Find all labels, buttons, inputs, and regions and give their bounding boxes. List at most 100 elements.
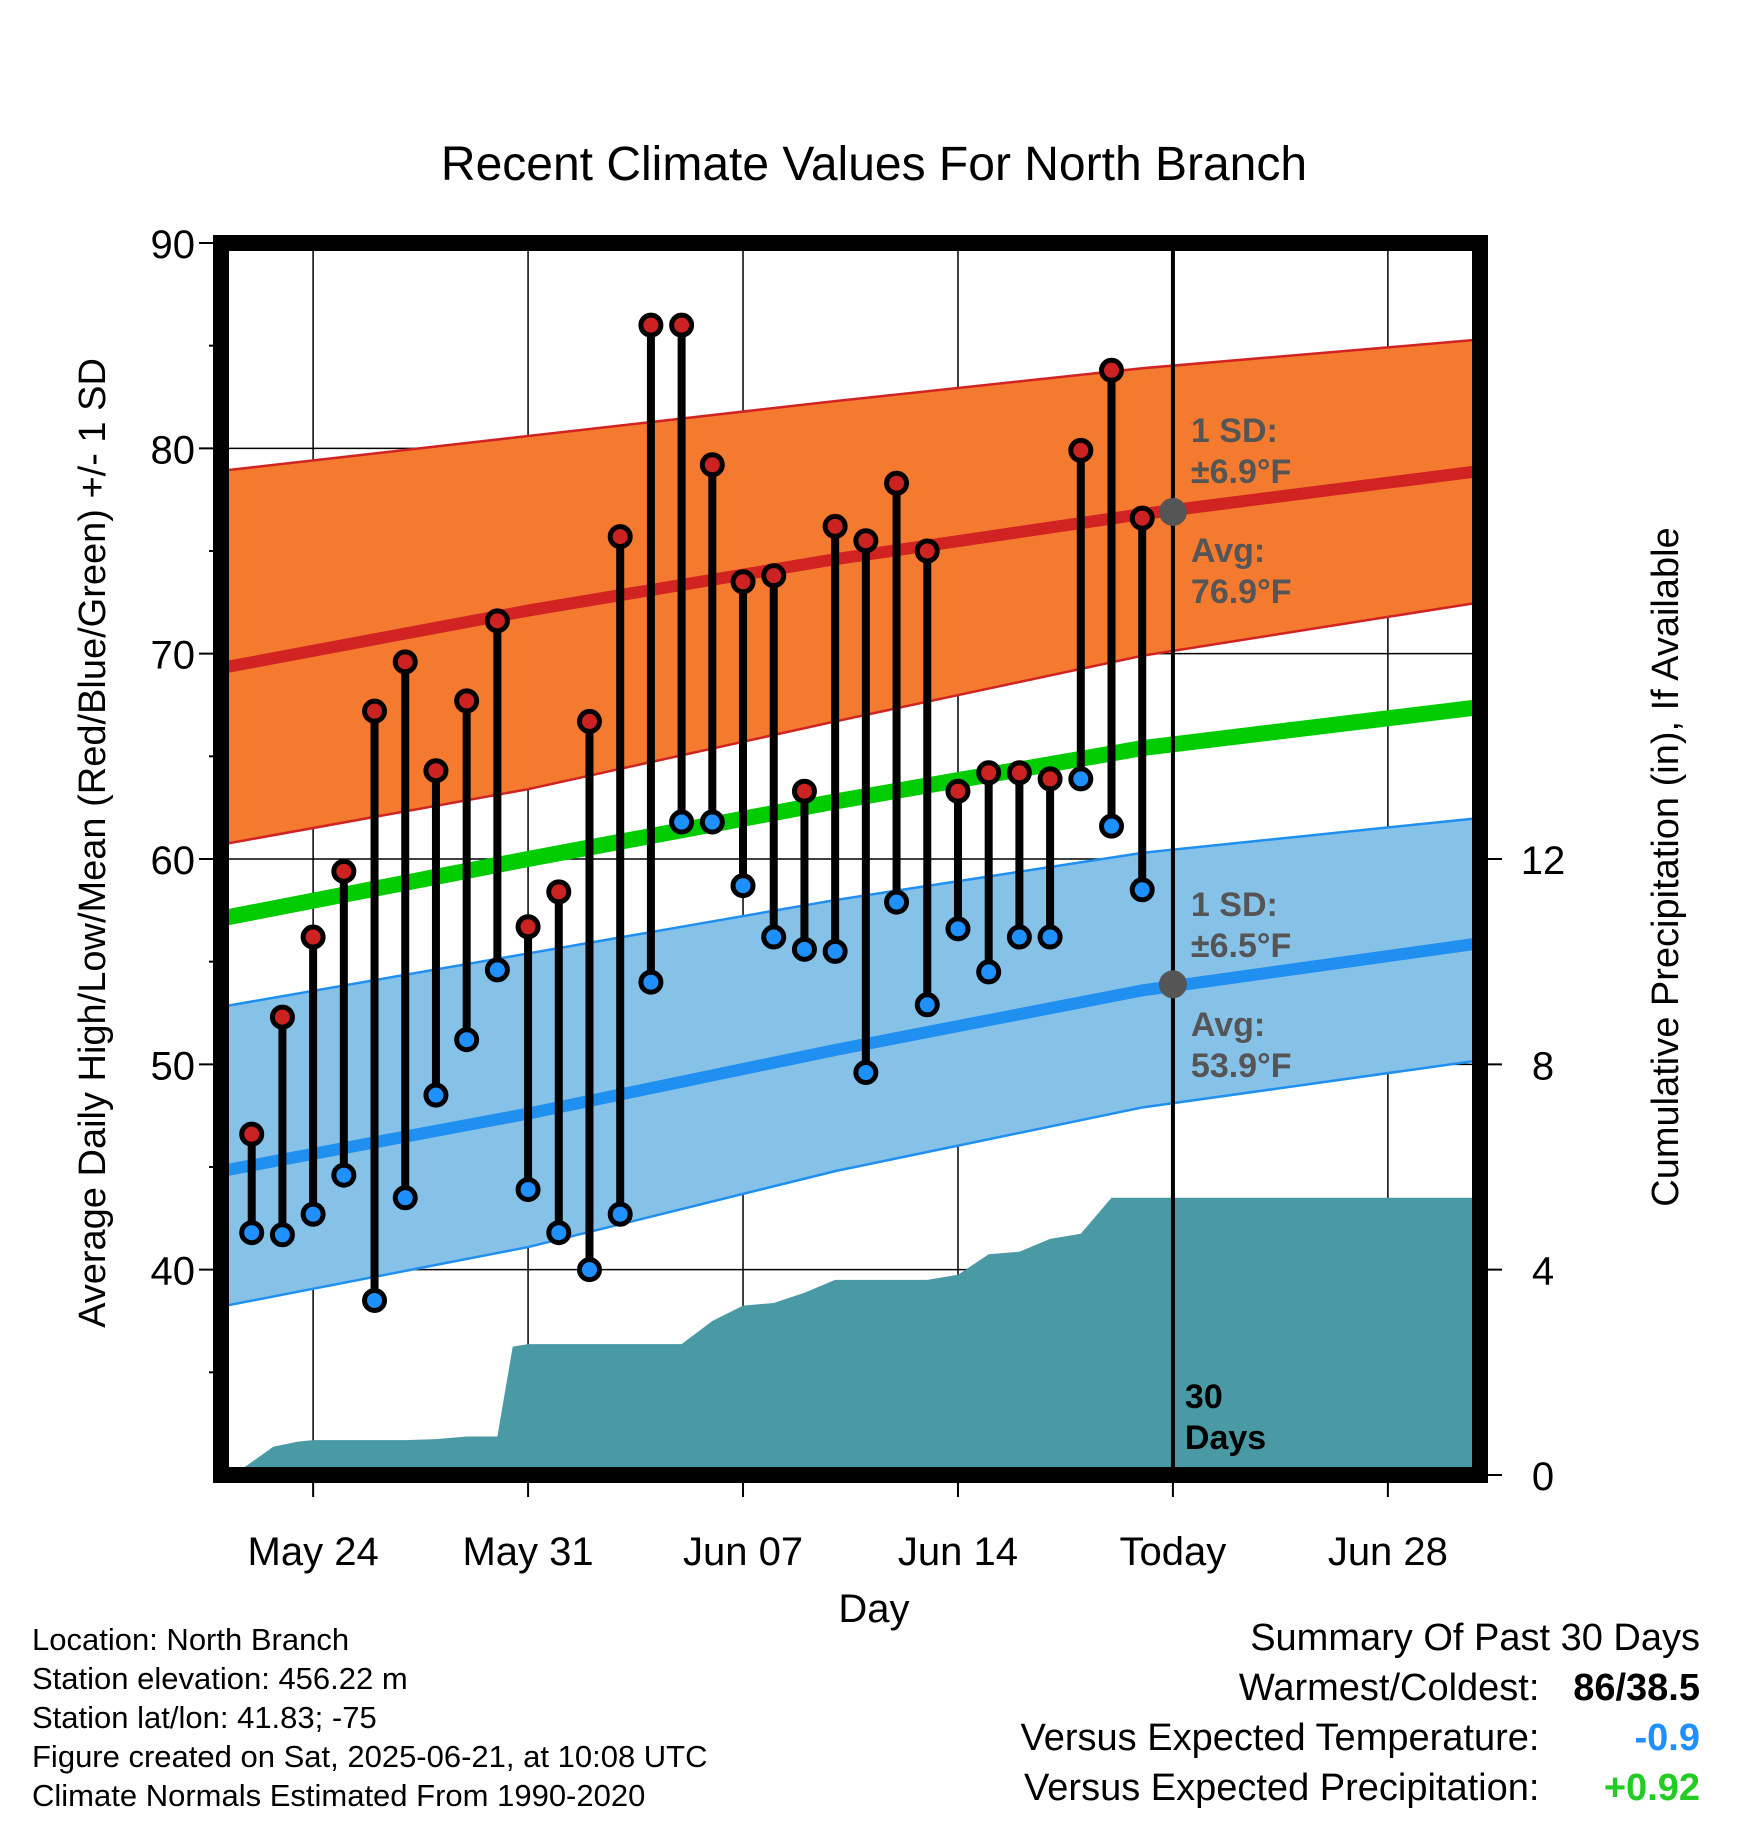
y2-axis-label: Cumulative Precipitation (in), If Availa… (1645, 527, 1687, 1206)
summary-warmest-row: Warmest/Coldest: 86/38.5 (1021, 1663, 1700, 1713)
observed-low-point (822, 938, 848, 964)
observed-low-point (362, 1287, 388, 1313)
high-sd-annotation: 1 SD: ±6.9°F (1191, 412, 1291, 491)
x-tick-label: Today (1120, 1530, 1227, 1574)
precip-diff-label: Versus Expected Precipitation: (1024, 1767, 1540, 1809)
low-sd-lower-line (221, 1058, 1480, 1308)
y-tick-label: 70 (151, 634, 196, 678)
today-avg-low-marker (1158, 970, 1187, 999)
low-avg-annotation: Avg: 53.9°F (1191, 1006, 1292, 1085)
today-avg-high-marker (1158, 497, 1187, 526)
precip-diff-value: +0.92 (1603, 1767, 1700, 1809)
high-avg-annotation: Avg: 76.9°F (1191, 532, 1292, 611)
observed-high-point (1129, 505, 1155, 531)
y-tick-label: 90 (151, 223, 196, 267)
observed-high-point (269, 1004, 295, 1030)
observed-low-point (269, 1222, 295, 1248)
x-tick-label: May 31 (462, 1530, 593, 1574)
observed-low-point (976, 959, 1002, 985)
observed-low-point (300, 1201, 326, 1227)
observed-high-point (638, 312, 664, 338)
observed-low-point (699, 809, 725, 835)
plot-frame (213, 235, 1488, 1483)
observed-high-point (300, 924, 326, 950)
warmest-value: 86/38.5 (1573, 1667, 1700, 1709)
observed-low-point (454, 1027, 480, 1053)
high-sd-upper-line (221, 338, 1480, 473)
observed-high-point (331, 858, 357, 884)
observed-high-point (761, 563, 787, 589)
location-text: Location: North Branch (32, 1622, 350, 1657)
observed-low-point (1068, 766, 1094, 792)
avg-low-line (221, 937, 1480, 1178)
observed-high-point (884, 470, 910, 496)
observed-low-point (1099, 813, 1125, 839)
y-tick-label: 50 (151, 1044, 196, 1088)
summary-precip-row: Versus Expected Precipitation: +0.92 (1021, 1763, 1700, 1813)
observed-high-point (791, 778, 817, 804)
days-annotation: 30 Days (1185, 1378, 1266, 1457)
temp-diff-value: -0.9 (1634, 1717, 1700, 1759)
observed-high-point (730, 569, 756, 595)
observed-low-point (239, 1220, 265, 1246)
observed-low-point (853, 1060, 879, 1086)
summary-panel: Summary Of Past 30 Days Warmest/Coldest:… (1021, 1613, 1700, 1813)
warmest-label: Warmest/Coldest: (1238, 1667, 1540, 1709)
precip-area (233, 1197, 1480, 1475)
observed-low-point (761, 924, 787, 950)
latlon-text: Station lat/lon: 41.83; -75 (32, 1700, 377, 1735)
observed-high-point (515, 914, 541, 940)
observed-high-point (607, 524, 633, 550)
y-tick-label: 40 (151, 1250, 196, 1294)
observed-high-point (853, 528, 879, 554)
elevation-text: Station elevation: 456.22 m (32, 1661, 408, 1696)
summary-temp-row: Versus Expected Temperature: -0.9 (1021, 1713, 1700, 1763)
created-text: Figure created on Sat, 2025-06-21, at 10… (32, 1739, 708, 1774)
x-tick-label: Jun 14 (898, 1530, 1018, 1574)
observed-low-point (1129, 877, 1155, 903)
observed-low-point (607, 1201, 633, 1227)
summary-title: Summary Of Past 30 Days (1250, 1617, 1700, 1659)
observed-high-point (392, 649, 418, 675)
observed-low-point (730, 873, 756, 899)
observed-high-point (669, 312, 695, 338)
observed-high-point (1037, 766, 1063, 792)
observed-high-point (484, 608, 510, 634)
observed-low-point (423, 1082, 449, 1108)
observed-high-point (1099, 357, 1125, 383)
y2-tick-label: 12 (1521, 839, 1566, 883)
observed-low-point (884, 889, 910, 915)
observed-low-point (914, 992, 940, 1018)
observed-low-point (945, 916, 971, 942)
observed-high-point (362, 698, 388, 724)
observed-high-point (576, 708, 602, 734)
low-sd-annotation: 1 SD: ±6.5°F (1191, 886, 1291, 965)
observed-low-point (1006, 924, 1032, 950)
observed-high-point (1068, 437, 1094, 463)
x-axis-label: Day (838, 1587, 909, 1631)
observed-high-point (546, 879, 572, 905)
y2-tick-label: 0 (1532, 1455, 1554, 1499)
chart-title: Recent Climate Values For North Branch (441, 138, 1307, 191)
observed-low-point (515, 1177, 541, 1203)
x-tick-label: May 24 (248, 1530, 379, 1574)
observed-low-point (546, 1220, 572, 1246)
observed-high-point (699, 452, 725, 478)
y2-tick-label: 4 (1532, 1250, 1554, 1294)
observed-low-point (484, 957, 510, 983)
station-info: Location: North Branch Station elevation… (32, 1620, 708, 1815)
observed-high-point (454, 688, 480, 714)
observed-high-point (914, 538, 940, 564)
y-tick-label: 60 (151, 839, 196, 883)
observed-high-point (1006, 760, 1032, 786)
normals-text: Climate Normals Estimated From 1990-2020 (32, 1778, 646, 1813)
observed-high-point (239, 1121, 265, 1147)
temp-diff-label: Versus Expected Temperature: (1020, 1717, 1540, 1759)
observed-low-point (638, 969, 664, 995)
x-tick-label: Jun 28 (1328, 1530, 1448, 1574)
plot-area: 1 SD: ±6.9°F Avg: 76.9°F 1 SD: ±6.5°F Avg: 53.9… (151, 223, 1566, 1574)
observed-high-point (822, 513, 848, 539)
y-axis-label: Average Daily High/Low/Mean (Red/Blue/Gr… (72, 358, 114, 1328)
observed-low-point (576, 1257, 602, 1283)
